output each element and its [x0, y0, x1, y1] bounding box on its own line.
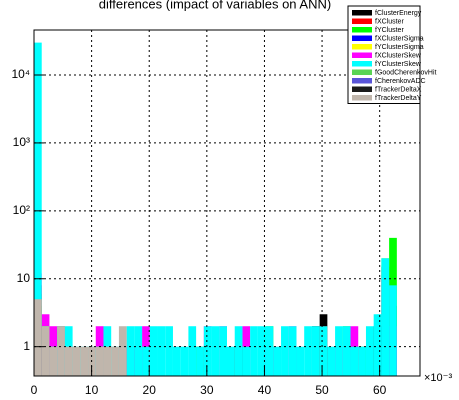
- histogram-bar: [103, 346, 112, 376]
- y-tick-label: 1: [23, 339, 30, 353]
- x-axis-multiplier: ×10⁻³: [424, 372, 452, 384]
- histogram-bar: [118, 326, 127, 376]
- histogram-bar: [188, 326, 197, 376]
- histogram-bar: [180, 346, 189, 376]
- histogram-bar: [327, 346, 336, 376]
- legend-label: fYClusterSigma: [375, 44, 424, 51]
- legend-label: fGoodCherenkovHit: [375, 70, 437, 77]
- y-tick-label: 10: [17, 271, 31, 285]
- legend-swatch: [352, 44, 372, 50]
- legend-label: fTrackerDeltaX: [375, 87, 422, 94]
- legend-swatch: [352, 95, 372, 101]
- x-tick-label: 30: [200, 383, 214, 397]
- histogram-bar: [373, 314, 382, 376]
- histogram-bar: [227, 346, 235, 376]
- legend-swatch: [352, 52, 372, 58]
- chart-title: differences (impact of variables on ANN): [99, 0, 331, 11]
- histogram-bar: [126, 326, 135, 376]
- histogram-bar: [311, 326, 320, 376]
- histogram-bar: [296, 346, 305, 376]
- histogram-bar: [34, 42, 42, 376]
- histogram-bar: [95, 346, 104, 376]
- histogram-bar: [335, 326, 343, 376]
- histogram-bar: [172, 346, 181, 376]
- legend-swatch: [352, 61, 372, 67]
- x-tick-label: 0: [31, 383, 38, 397]
- legend-swatch: [352, 35, 372, 41]
- y-tick-label: 10⁴: [11, 67, 30, 81]
- histogram-bar: [381, 258, 390, 376]
- histogram-bar: [80, 346, 89, 376]
- histogram-bar: [350, 346, 359, 376]
- plot-frame: [33, 29, 421, 377]
- y-tick-label: 10²: [13, 203, 30, 217]
- histogram-bar: [257, 326, 266, 376]
- histogram-bar: [64, 346, 73, 376]
- legend-label: fYClusterSkew: [375, 61, 422, 68]
- histogram-bar: [342, 326, 351, 376]
- legend-swatch: [352, 18, 372, 24]
- histogram-bar: [142, 346, 150, 376]
- x-tick-label: 20: [143, 383, 157, 397]
- legend-swatch: [352, 86, 372, 92]
- histogram-bar: [41, 326, 50, 376]
- histogram-bar: [288, 326, 297, 376]
- legend-label: fTrackerDeltaY: [375, 95, 422, 102]
- histogram-bar: [134, 326, 143, 376]
- histogram-bar: [111, 346, 119, 376]
- histogram-bar: [211, 326, 220, 376]
- legend-swatch: [352, 69, 372, 75]
- histogram-bar: [165, 326, 173, 376]
- legend-label: fClusterEnergy: [375, 10, 422, 17]
- histogram-bar: [234, 326, 243, 376]
- histogram-bar: [389, 285, 397, 376]
- legend-label: fYCluster: [375, 27, 404, 34]
- histogram-bar: [319, 326, 328, 376]
- y-tick-label: 10³: [13, 135, 30, 149]
- histogram-bar: [250, 326, 258, 376]
- histogram-bar: [281, 326, 289, 376]
- legend-swatch: [352, 27, 372, 33]
- histogram-bar: [149, 326, 158, 376]
- legend-label: fXClusterSkew: [375, 53, 422, 60]
- histogram-bar: [304, 326, 312, 376]
- legend-label: fXClusterSigma: [375, 36, 424, 43]
- x-tick-label: 50: [315, 383, 329, 397]
- x-tick-label: 40: [258, 383, 272, 397]
- legend-label: fXCluster: [375, 19, 404, 26]
- histogram-bar: [358, 346, 366, 376]
- histogram-bar: [34, 299, 42, 376]
- histogram-bar: [273, 346, 282, 376]
- histogram-bar: [265, 326, 274, 376]
- histogram-bar: [72, 346, 81, 376]
- legend-label: fCherenkovADC: [375, 78, 426, 85]
- x-tick-label: 10: [85, 383, 99, 397]
- legend-swatch: [352, 78, 372, 84]
- legend-swatch: [352, 10, 372, 16]
- histogram-bar: [49, 346, 58, 376]
- histogram-bar: [242, 346, 251, 376]
- histogram-bar: [219, 326, 227, 376]
- histogram-bar: [203, 326, 212, 376]
- histogram-bar: [157, 326, 166, 376]
- histogram-bar: [57, 326, 65, 376]
- histogram-bar: [365, 326, 374, 376]
- histogram-bar: [196, 346, 204, 376]
- x-tick-label: 60: [373, 383, 387, 397]
